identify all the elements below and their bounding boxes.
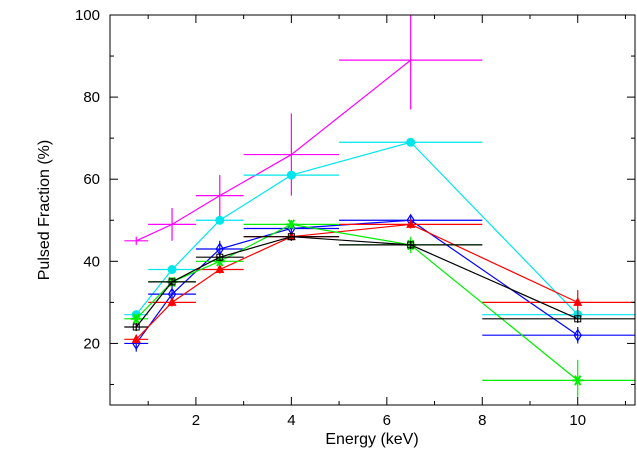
y-tick-label: 20 bbox=[83, 335, 100, 352]
star-stroke bbox=[132, 313, 140, 325]
data-point bbox=[406, 137, 416, 147]
data-point bbox=[574, 315, 582, 323]
x-axis-label: Energy (keV) bbox=[325, 431, 418, 448]
data-layer bbox=[124, 15, 635, 397]
data-point bbox=[285, 219, 297, 230]
x-tick-label: 4 bbox=[287, 412, 295, 429]
data-point bbox=[131, 333, 141, 343]
y-tick-label: 100 bbox=[75, 7, 100, 24]
series-line bbox=[135, 141, 579, 316]
data-point bbox=[167, 296, 177, 306]
data-point bbox=[215, 264, 225, 274]
data-point bbox=[286, 170, 296, 180]
series-0 bbox=[124, 15, 483, 245]
series-1 bbox=[124, 137, 635, 320]
data-point bbox=[287, 233, 295, 241]
series-line bbox=[135, 59, 412, 242]
series-4 bbox=[124, 219, 635, 397]
series-line bbox=[135, 223, 578, 340]
y-axis-label: Pulsed Fraction (%) bbox=[36, 140, 53, 281]
data-point bbox=[132, 323, 140, 331]
data-point bbox=[573, 328, 582, 342]
data-point bbox=[130, 313, 142, 325]
series-line bbox=[135, 236, 578, 328]
axis-layer: 2 4 6 8 10 20 40 60 80 100 bbox=[75, 7, 635, 429]
data-point bbox=[406, 218, 416, 228]
plot-frame bbox=[109, 14, 636, 406]
series-5 bbox=[124, 232, 635, 332]
x-tick-label: 6 bbox=[383, 412, 391, 429]
data-point bbox=[215, 215, 225, 225]
data-point bbox=[168, 278, 176, 286]
series-line bbox=[135, 223, 579, 381]
star-stroke bbox=[287, 219, 295, 230]
x-tick-label: 2 bbox=[192, 412, 200, 429]
data-point bbox=[167, 265, 177, 275]
x-tick-label: 8 bbox=[478, 412, 486, 429]
data-point bbox=[407, 241, 415, 249]
x-tick-label: 10 bbox=[569, 412, 586, 429]
data-point bbox=[572, 375, 584, 386]
data-point bbox=[216, 253, 224, 261]
y-tick-label: 40 bbox=[83, 253, 100, 270]
series-3 bbox=[124, 218, 635, 344]
data-point bbox=[573, 296, 583, 306]
series-2 bbox=[124, 213, 635, 352]
y-tick-label: 80 bbox=[83, 89, 100, 106]
star-stroke bbox=[574, 375, 582, 386]
y-tick-label: 60 bbox=[83, 171, 100, 188]
